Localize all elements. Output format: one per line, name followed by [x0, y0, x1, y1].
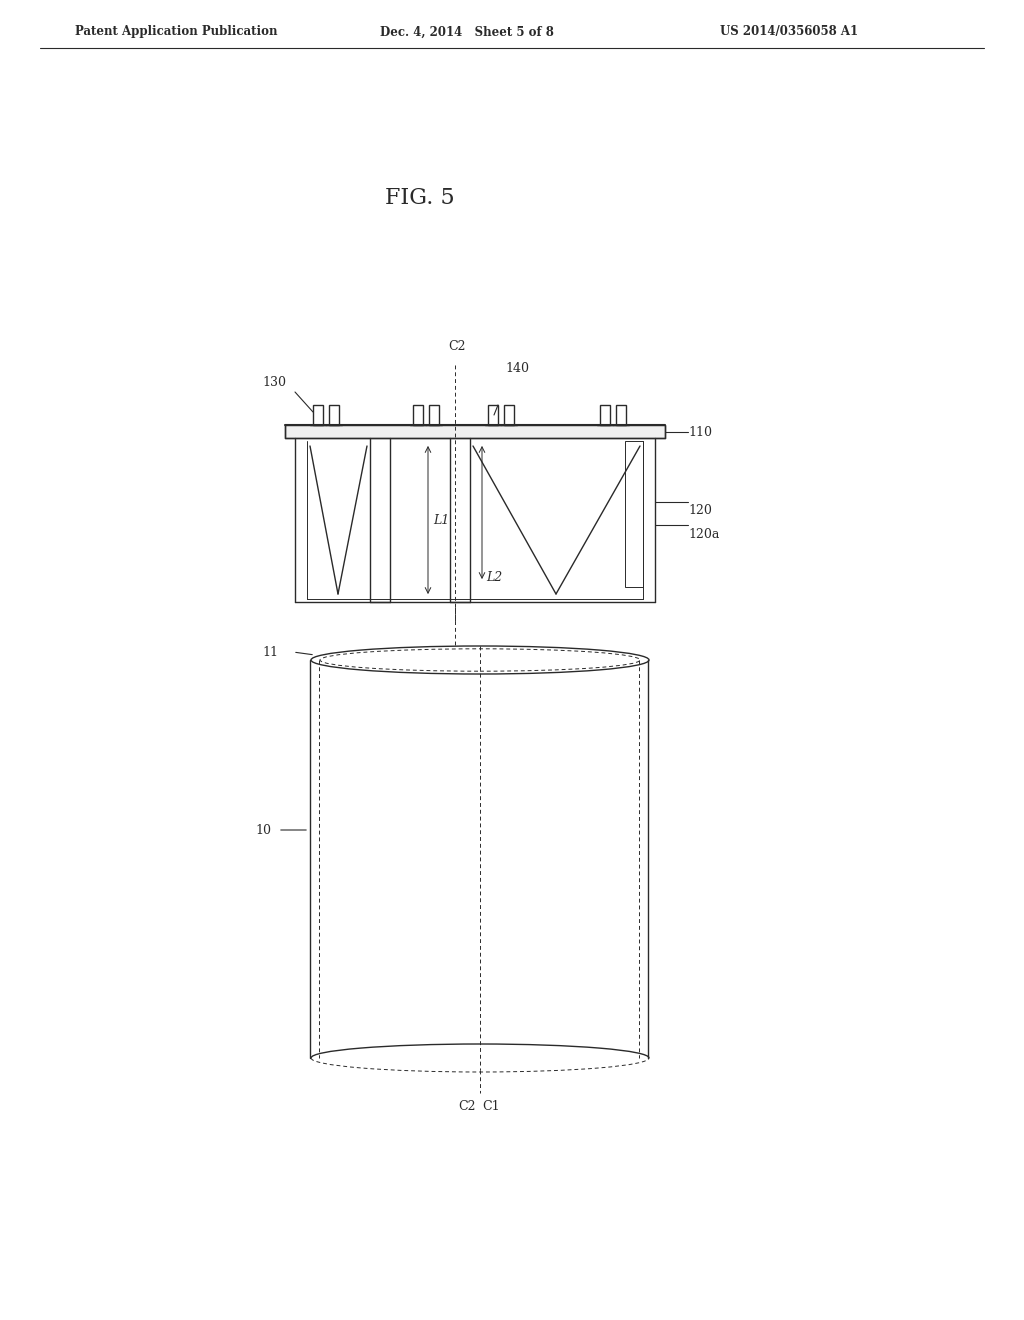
Bar [413, 405, 423, 425]
Text: US 2014/0356058 A1: US 2014/0356058 A1 [720, 25, 858, 38]
Text: Patent Application Publication: Patent Application Publication [75, 25, 278, 38]
Text: 10: 10 [255, 824, 271, 837]
Bar [616, 405, 626, 425]
Bar [504, 405, 514, 425]
Text: 120: 120 [688, 503, 712, 516]
Text: 110: 110 [688, 425, 712, 438]
Bar [313, 405, 323, 425]
Bar [285, 425, 665, 438]
Text: 11: 11 [262, 645, 278, 659]
Bar [329, 405, 339, 425]
Bar [488, 405, 498, 425]
Text: Dec. 4, 2014   Sheet 5 of 8: Dec. 4, 2014 Sheet 5 of 8 [380, 25, 554, 38]
Text: FIG. 5: FIG. 5 [385, 187, 455, 209]
Bar [625, 441, 643, 587]
Text: 130: 130 [262, 375, 286, 388]
Text: 140: 140 [505, 362, 529, 375]
Text: L1: L1 [433, 513, 450, 527]
Text: C1: C1 [482, 1100, 500, 1113]
Text: L2: L2 [486, 570, 502, 583]
Text: 120a: 120a [688, 528, 720, 541]
Bar [600, 405, 610, 425]
Text: C2: C2 [459, 1100, 476, 1113]
Text: C2: C2 [449, 341, 466, 352]
Bar [429, 405, 439, 425]
